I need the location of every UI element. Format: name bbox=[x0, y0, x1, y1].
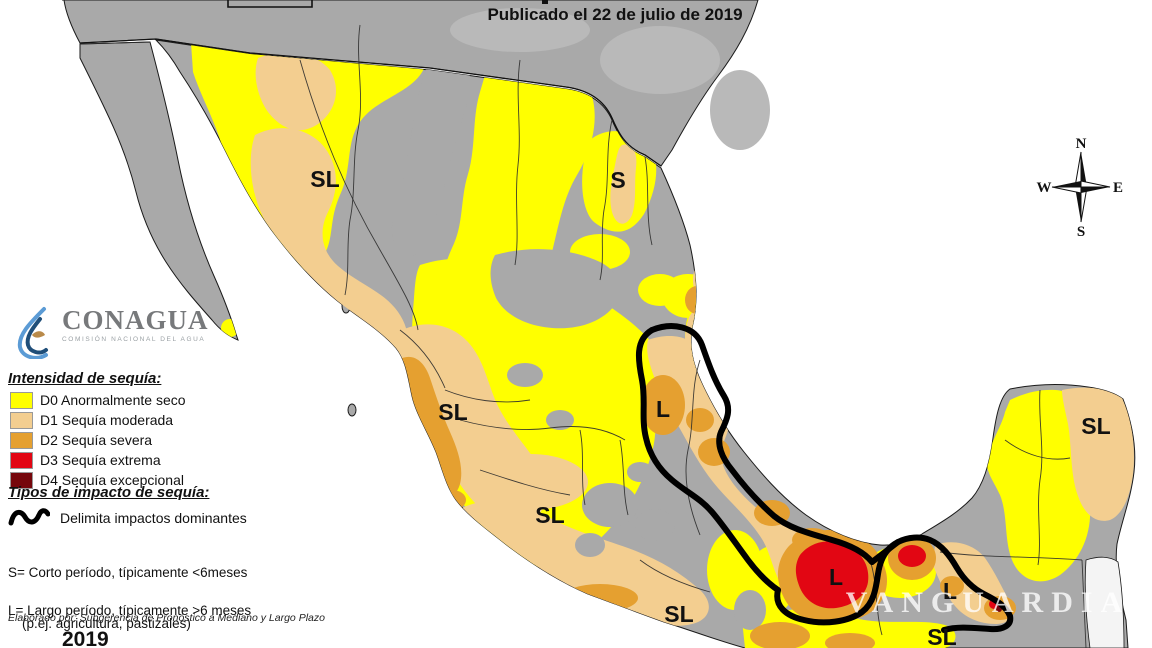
d1-patch bbox=[472, 454, 588, 510]
d0-patch bbox=[638, 274, 682, 306]
delimiter-label: Delimita impactos dominantes bbox=[60, 510, 247, 526]
d0-label: D0 Anormalmente seco bbox=[40, 392, 186, 408]
map-impact-labels: SL S SL L SL SL L L SL SL bbox=[310, 166, 1110, 648]
long-term-text: L= Largo período, típicamente >6 meses bbox=[8, 603, 252, 618]
state-boundaries bbox=[79, 24, 1087, 648]
impact-label: SL bbox=[1081, 413, 1110, 439]
belize-region bbox=[1084, 556, 1125, 648]
d1-label: D1 Sequía moderada bbox=[40, 412, 174, 428]
d3-label: D3 Sequía extrema bbox=[40, 452, 161, 468]
compass-w-label: W bbox=[1037, 180, 1052, 196]
conagua-wordmark: CONAGUA bbox=[62, 305, 209, 335]
island bbox=[347, 403, 357, 417]
compass-n-label: N bbox=[1076, 136, 1087, 152]
compass-e-label: E bbox=[1113, 180, 1123, 196]
impact-label: SL bbox=[664, 601, 693, 627]
impact-delimiter-row: Delimita impactos dominantes bbox=[8, 506, 247, 530]
delimiter-squiggle-icon bbox=[8, 508, 50, 526]
impact-label: L bbox=[829, 564, 843, 590]
legend-item-d4: D4 Sequía excepcional bbox=[10, 470, 186, 490]
no-drought-patch bbox=[734, 590, 766, 630]
d2-label: D2 Sequía severa bbox=[40, 432, 153, 448]
d0-patch bbox=[707, 530, 763, 610]
no-drought-patch bbox=[507, 363, 543, 387]
legend-item-d0: D0 Anormalmente seco bbox=[10, 390, 186, 410]
d4-label: D4 Sequía excepcional bbox=[40, 472, 184, 488]
impact-delimiter-contours bbox=[635, 323, 1014, 633]
legend-item-d2: D2 Sequía severa bbox=[10, 430, 186, 450]
impact-label: SL bbox=[310, 166, 339, 192]
d1-region-monterrey-strip bbox=[610, 144, 637, 224]
intensity-legend: D0 Anormalmente seco D1 Sequía moderada … bbox=[10, 390, 186, 490]
short-term-text: S= Corto período, típicamente <6meses bbox=[8, 565, 248, 580]
no-drought-patch bbox=[635, 509, 675, 541]
d1-swatch bbox=[10, 411, 33, 429]
publication-date-title: Publicado el 22 de julio de 2019 bbox=[487, 5, 743, 24]
d1-region-south-coast bbox=[462, 500, 709, 626]
d4-swatch bbox=[10, 471, 33, 489]
no-drought-patch bbox=[546, 410, 574, 430]
baja-california bbox=[79, 41, 239, 341]
d0-region-yucatan bbox=[986, 389, 1091, 582]
impact-legend-heading: Tipos de impacto de sequía: bbox=[8, 484, 210, 501]
conagua-drop-icon bbox=[17, 307, 48, 359]
d2-swatch bbox=[10, 431, 33, 449]
no-drought-zacatecas bbox=[490, 249, 620, 329]
no-drought-sierra bbox=[391, 56, 471, 256]
terrain-shade bbox=[710, 70, 770, 150]
d2-patch bbox=[825, 633, 875, 648]
impact-label: S bbox=[610, 167, 625, 193]
impact-label: L bbox=[943, 578, 957, 604]
d3-swatch bbox=[10, 451, 33, 469]
compass-s-label: S bbox=[1077, 224, 1085, 240]
legend-item-d1: D1 Sequía moderada bbox=[10, 410, 186, 430]
impact-label: SL bbox=[438, 399, 467, 425]
d3-patch bbox=[898, 545, 926, 567]
inset-frame-fragment bbox=[227, 0, 313, 8]
legend-item-d3: D3 Sequía extrema bbox=[10, 450, 186, 470]
short-term-sub: (p.ej. agricultura, pastizales) bbox=[22, 616, 191, 631]
d2-patch-east-loop bbox=[641, 375, 685, 435]
conagua-logo: CONAGUA COMISIÓN NACIONAL DEL AGUA bbox=[10, 305, 210, 359]
d1-region-sonora-band bbox=[250, 128, 408, 367]
conagua-subtitle: COMISIÓN NACIONAL DEL AGUA bbox=[62, 336, 206, 343]
long-term-definition: L= Largo período, típicamente >6 meses (… bbox=[8, 568, 251, 648]
d2-patch bbox=[940, 576, 964, 596]
d3-region-oaxaca bbox=[795, 541, 869, 609]
year-label: 2019 bbox=[62, 628, 109, 648]
title-fragment bbox=[542, 0, 548, 4]
d2-patch bbox=[686, 408, 714, 432]
impact-label: L bbox=[656, 396, 670, 422]
d0-swatch bbox=[10, 391, 33, 409]
credit-line: Elaborado por: Subgerencia de Pronóstico… bbox=[8, 612, 325, 624]
d2-patch bbox=[750, 622, 810, 648]
no-drought-patch bbox=[575, 533, 605, 557]
drought-regions bbox=[190, 40, 1134, 648]
no-drought-patch bbox=[582, 483, 638, 527]
impact-label: SL bbox=[927, 624, 956, 648]
terrain-shade bbox=[450, 8, 590, 52]
no-drought-patch bbox=[627, 462, 653, 482]
terrain-shade bbox=[600, 26, 720, 94]
intensity-legend-heading: Intensidad de sequía: bbox=[8, 370, 162, 387]
d1-region-yucatan-east bbox=[1062, 387, 1134, 521]
short-term-definition: S= Corto período, típicamente <6meses (p… bbox=[8, 530, 247, 648]
impact-label: SL bbox=[535, 502, 564, 528]
watermark: VANGUARDIA bbox=[846, 586, 1130, 619]
compass-rose-icon: N E S W bbox=[1037, 136, 1124, 240]
